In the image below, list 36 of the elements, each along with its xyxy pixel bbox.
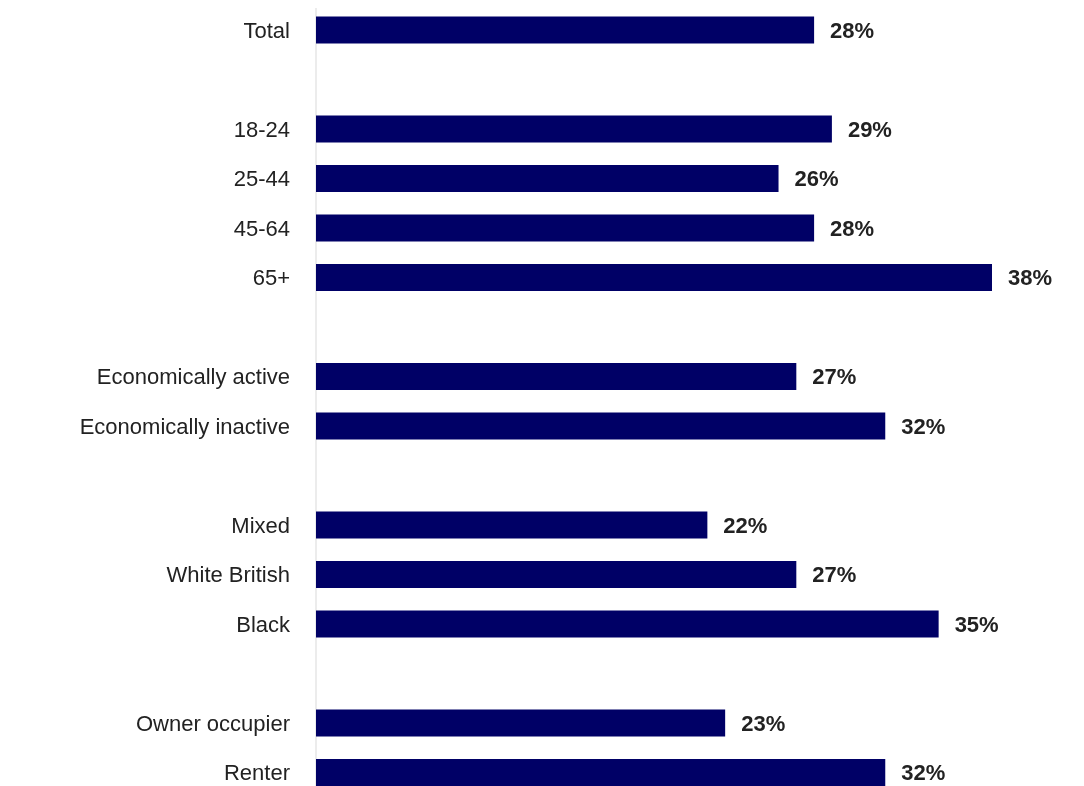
bar [316,264,992,291]
data-label: 26% [794,166,839,192]
bar [316,16,815,44]
bar [316,412,886,440]
y-tick-label: Economically inactive [79,413,290,439]
data-label: 27% [812,562,857,588]
y-tick-label: Owner occupier [135,710,290,736]
data-label: 35% [954,611,999,637]
y-tick-label: Total [243,17,290,43]
y-tick-label: 18-24 [233,116,290,142]
data-label: 32% [901,413,946,439]
data-label: 38% [1008,265,1053,291]
data-label: 23% [741,710,786,736]
y-tick-label: 25-44 [233,166,290,192]
bar [316,759,886,786]
bar [316,511,708,539]
y-tick-label: Mixed [231,512,290,538]
bar [316,709,726,737]
data-label: 28% [830,215,875,241]
y-tick-label: 45-64 [233,215,290,241]
bar [316,610,939,638]
bar [316,363,797,390]
data-label: 28% [830,17,875,43]
data-label: 27% [812,364,857,390]
data-label: 29% [847,116,892,142]
data-label: 22% [723,512,768,538]
bar [316,214,815,242]
y-tick-label: Economically active [96,364,290,390]
y-tick-label: Black [236,611,291,637]
y-tick-label: White British [166,562,290,588]
data-label: 32% [901,760,946,786]
y-tick-label: 65+ [252,265,290,291]
y-tick-label: Renter [223,760,290,786]
bar [316,165,779,192]
bar [316,115,832,143]
bar [316,561,797,588]
